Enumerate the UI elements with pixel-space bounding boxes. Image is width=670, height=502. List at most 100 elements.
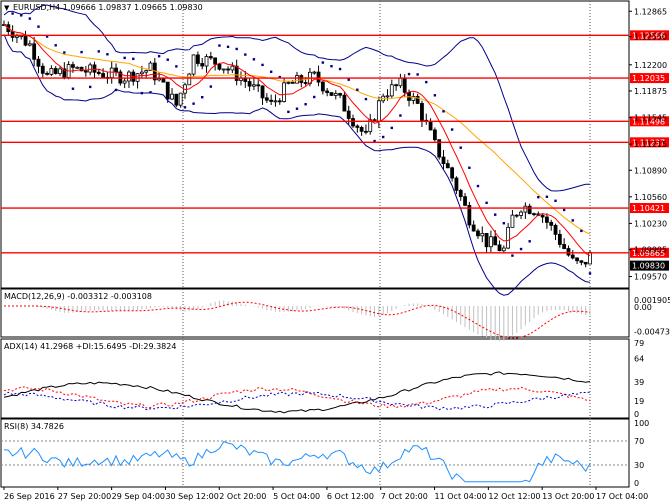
candle-body [579, 260, 584, 263]
indicator-axis-label: -0.004738 [634, 327, 670, 336]
candle-body [420, 103, 424, 121]
parabolic-sar-dot [399, 114, 402, 117]
candle-body [178, 92, 183, 106]
candle-body [553, 224, 558, 235]
candle-body [355, 125, 360, 128]
candle-body [23, 35, 28, 46]
indicator-axis-label: 0 [634, 410, 639, 419]
indicator-axis-label: 39 [634, 378, 644, 387]
parabolic-sar-dot [261, 63, 264, 67]
candle-body [432, 129, 437, 141]
parabolic-sar-dot [97, 50, 100, 53]
parabolic-sar-dot [209, 85, 213, 88]
plus-di-line [3, 386, 591, 409]
candle-body [351, 118, 355, 127]
candle-body [49, 68, 54, 75]
menu-triangle-icon[interactable]: ▼ [4, 4, 10, 12]
candle-body [385, 95, 390, 98]
candle-body [247, 81, 252, 87]
candle-body [445, 163, 450, 169]
candle-body [437, 139, 442, 158]
candle-body [36, 58, 41, 67]
parabolic-sar-dot [106, 53, 109, 56]
parabolic-sar-dot [381, 135, 385, 139]
candle-body [527, 205, 532, 215]
candle-body [338, 93, 342, 96]
candle-body [221, 68, 226, 71]
candle-body [53, 68, 58, 74]
candle-body [79, 66, 84, 72]
candle-body [45, 72, 49, 75]
price-axis-label: 1.12865 [634, 7, 667, 16]
candle-body [480, 233, 485, 237]
candle-body [394, 84, 399, 87]
candle-body [303, 82, 308, 84]
last-price-label: 1.09830 [632, 262, 665, 271]
indicator-axis-label: 79 [634, 339, 644, 348]
price-level-tag [630, 247, 669, 258]
main-chart-title: EURUSD,H4 1.09666 1.09837 1.09665 1.0983… [13, 3, 203, 12]
candle-body [96, 71, 101, 74]
parabolic-sar-dot [571, 219, 574, 222]
time-axis-label: 7 Oct 20:00 [381, 492, 428, 501]
price-axis-label: 1.11875 [634, 87, 667, 96]
candle-body [32, 43, 37, 60]
adx-series [3, 371, 591, 414]
candle-body [441, 156, 446, 165]
candle-body [312, 71, 317, 74]
parabolic-sar-dot [114, 88, 118, 92]
parabolic-sar-dot [278, 75, 281, 79]
candle-body [273, 100, 278, 103]
parabolic-sar-dot [330, 65, 333, 68]
parabolic-sar-dot [450, 128, 454, 131]
candle-body [139, 71, 144, 75]
macd-panel[interactable] [0, 288, 630, 338]
price-level-tag [630, 203, 669, 214]
parabolic-sar-dot [416, 73, 419, 76]
candle-body [195, 54, 200, 64]
parabolic-sar-dot [37, 25, 40, 28]
candle-body [476, 230, 480, 237]
time-axis-label: 26 Sep 2016 [4, 492, 55, 501]
candle-body [346, 110, 351, 119]
parabolic-sar-dot [201, 95, 204, 99]
parabolic-sar-dot [562, 208, 566, 212]
candle-body [575, 257, 579, 262]
parabolic-sar-dot [11, 12, 14, 15]
parabolic-sar-dot [252, 58, 256, 61]
parabolic-sar-dot [71, 87, 75, 90]
candle-body [506, 226, 511, 249]
price-level-tag [630, 137, 669, 148]
rsi-panel[interactable] [0, 418, 630, 488]
main-price-panel[interactable] [0, 0, 630, 289]
candle-body [398, 77, 403, 87]
candle-body [588, 251, 592, 265]
price-axis-label: 1.12200 [634, 61, 667, 70]
bollinger-upper-band [3, 4, 591, 192]
bollinger-lower-band [3, 34, 591, 296]
candle-body [428, 121, 433, 131]
parabolic-sar-dot [28, 17, 32, 20]
candle-body [208, 56, 213, 59]
candle-body [40, 65, 45, 74]
parabolic-sar-dot [425, 80, 428, 84]
candle-body [256, 84, 261, 87]
parabolic-sar-dot [476, 184, 480, 188]
candle-body [467, 204, 472, 226]
candle-body [450, 167, 455, 179]
parabolic-sar-dot [373, 139, 376, 143]
parabolic-sar-dot [45, 35, 49, 38]
parabolic-sar-dot [140, 91, 144, 95]
candle-body [562, 244, 567, 249]
indicator-axis-label: 64 [634, 355, 644, 364]
candle-body [71, 64, 75, 68]
parabolic-sar-dot [545, 195, 549, 198]
rsi-line [3, 440, 591, 483]
candle-body [570, 254, 575, 259]
candle-body [75, 66, 80, 69]
adx-panel[interactable] [0, 338, 630, 419]
candle-body [342, 94, 347, 112]
parabolic-sar-dot [123, 56, 126, 60]
indicator-axis-label: 100 [634, 419, 649, 428]
